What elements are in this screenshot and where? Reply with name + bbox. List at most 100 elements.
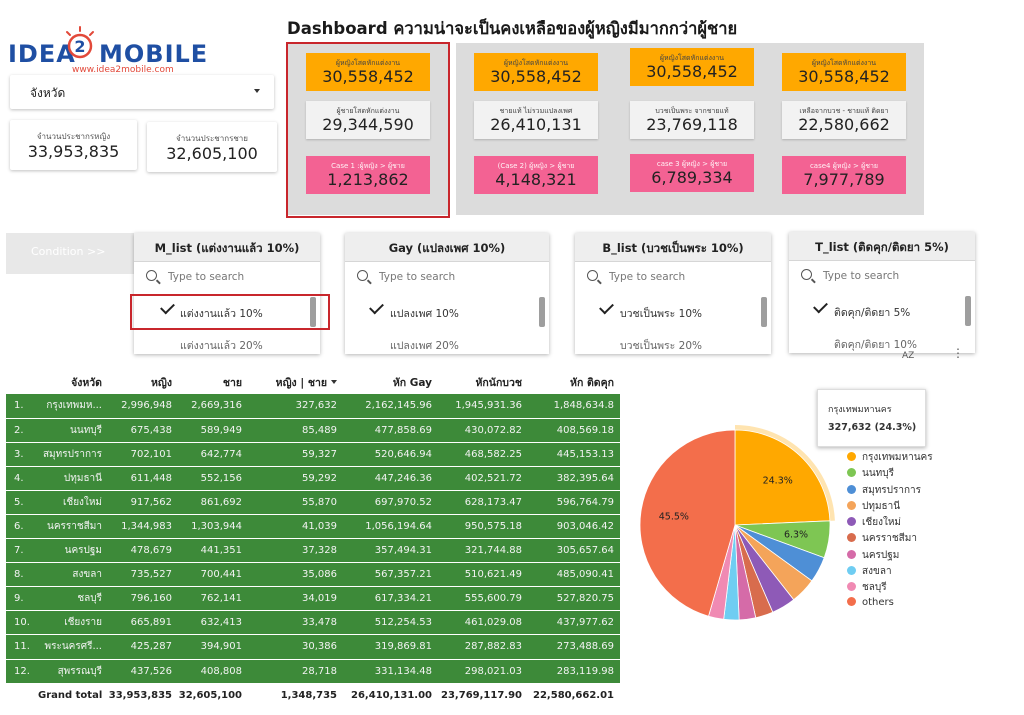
legend-item[interactable]: ปทุมธานี bbox=[847, 499, 933, 515]
table-row[interactable]: 11. พระนครศรี... 425,287 394,901 30,386 319,8… bbox=[6, 634, 620, 660]
table-cell: 478,679 bbox=[108, 538, 178, 564]
filter-option-selected[interactable]: บวชเป็นพระ 10% bbox=[620, 308, 702, 320]
table-row[interactable]: 2. นนทบุรี 675,438 589,949 85,489 477,858.69 4… bbox=[6, 418, 620, 443]
header-difference[interactable]: หญิง | ชาย bbox=[248, 370, 343, 394]
card-caption: ผู้หญิงโสดหักแต่งงาน bbox=[503, 59, 569, 67]
filter-search-input[interactable]: Type to search bbox=[587, 270, 685, 283]
filter-scrollbar[interactable] bbox=[761, 297, 767, 327]
table-row[interactable]: 6. นครราชสีมา 1,344,983 1,303,944 41,039 1,05… bbox=[6, 514, 620, 540]
filter-option[interactable]: แต่งงานแล้ว 20% bbox=[180, 340, 263, 352]
table-cell: 589,949 bbox=[178, 418, 248, 443]
legend-item[interactable]: กรุงเทพมหานคร bbox=[847, 450, 933, 466]
grand-total-cell: 1,348,735 bbox=[248, 683, 343, 708]
filter-option[interactable]: แปลงเพศ 20% bbox=[390, 340, 459, 352]
legend-item[interactable]: ชลบุรี bbox=[847, 580, 933, 596]
table-cell: ชลบุรี bbox=[38, 586, 108, 612]
case-2-male-card: ชายแท้ ไม่รวมแปลงเพศ 26,410,131 bbox=[474, 101, 598, 139]
header-male[interactable]: ชาย bbox=[178, 370, 248, 394]
logo-digit: 2 bbox=[74, 37, 85, 56]
header-province[interactable]: จังหวัด bbox=[38, 370, 108, 394]
filter-scrollbar[interactable] bbox=[310, 297, 316, 327]
table-cell: 394,901 bbox=[178, 634, 248, 660]
table-row[interactable]: 5. เชียงใหม่ 917,562 861,692 55,870 697,970.5… bbox=[6, 490, 620, 515]
table-cell: เชียงใหม่ bbox=[38, 490, 108, 515]
more-options-icon[interactable]: ⋮ bbox=[952, 346, 964, 360]
table-row[interactable]: 1. กรุงเทพมห... 2,996,948 2,669,316 327,632 2… bbox=[6, 394, 620, 419]
table-cell: 665,891 bbox=[108, 610, 178, 636]
filter-search-input[interactable]: Type to search bbox=[801, 269, 899, 282]
header-minus-monk[interactable]: หักนักบวช bbox=[438, 370, 528, 394]
table-row[interactable]: 10. เชียงราย 665,891 632,413 33,478 512,254.5… bbox=[6, 610, 620, 636]
row-index: 4. bbox=[6, 466, 38, 491]
case-2-panel: ผู้หญิงโสดหักแต่งงาน 30,558,452 ชายแท้ ไ… bbox=[456, 43, 616, 215]
pie-slice[interactable] bbox=[639, 429, 736, 617]
legend-item[interactable]: สงขลา bbox=[847, 564, 933, 580]
table-cell: 917,562 bbox=[108, 490, 178, 515]
case-1-panel: ผู้หญิงโสดหักแต่งงาน 30,558,452 ผู้ชายโส… bbox=[288, 43, 448, 215]
filter-search-input[interactable]: Type to search bbox=[146, 270, 244, 283]
card-value: 30,558,452 bbox=[490, 67, 582, 86]
province-dropdown[interactable]: จังหวัด bbox=[10, 75, 274, 109]
province-pie-chart[interactable]: 24.3% 6.3% 45.5% bbox=[630, 420, 840, 630]
filter-option-selected[interactable]: ติดคุก/ติดยา 5% bbox=[834, 307, 911, 319]
table-cell: 33,478 bbox=[248, 610, 343, 636]
legend-item[interactable]: นครราชสีมา bbox=[847, 531, 933, 547]
table-cell: 30,386 bbox=[248, 634, 343, 660]
filter-scrollbar[interactable] bbox=[539, 297, 545, 327]
card-caption: (Case 2) ผู้หญิง > ผู้ชาย bbox=[497, 162, 575, 170]
case-4-diff-card: case4 ผู้หญิง > ผู้ชาย 7,977,789 bbox=[782, 156, 906, 194]
table-cell: 1,344,983 bbox=[108, 514, 178, 540]
table-cell: 445,153.13 bbox=[528, 442, 620, 467]
table-row[interactable]: 4. ปทุมธานี 611,448 552,156 59,292 447,246.36… bbox=[6, 466, 620, 491]
row-index: 3. bbox=[6, 442, 38, 467]
table-cell: เชียงราย bbox=[38, 610, 108, 636]
table-row[interactable]: 12. สุพรรณบุรี 437,526 408,808 28,718 331,134… bbox=[6, 659, 620, 684]
table-row[interactable]: 7. นครปฐม 478,679 441,351 37,328 357,494.31 32… bbox=[6, 538, 620, 564]
header-minus-gay[interactable]: หัก Gay bbox=[343, 370, 438, 394]
legend-item[interactable]: สมุทรปราการ bbox=[847, 483, 933, 499]
table-cell: 319,869.81 bbox=[343, 634, 438, 660]
legend-swatch bbox=[847, 533, 856, 543]
filter-option-selected[interactable]: แปลงเพศ 10% bbox=[390, 308, 459, 320]
card-caption: บวชเป็นพระ จากชายแท้ bbox=[655, 107, 729, 115]
table-cell: 512,254.53 bbox=[343, 610, 438, 636]
grand-total-cell: 33,953,835 bbox=[108, 683, 178, 708]
condition-strip: Condition >> bbox=[6, 233, 134, 274]
table-cell: 437,526 bbox=[108, 659, 178, 684]
m-list-filter[interactable]: M_list (แต่งงานแล้ว 10%) Type to search … bbox=[134, 233, 320, 354]
legend-item[interactable]: เชียงใหม่ bbox=[847, 515, 933, 531]
t-list-filter[interactable]: T_list (ติดคุก/ติดยา 5%) Type to search … bbox=[789, 232, 975, 353]
card-caption: ผู้ชายโสดหักแต่งงาน bbox=[336, 107, 400, 115]
filter-scrollbar[interactable] bbox=[965, 296, 971, 326]
logo-text-right: MOBILE bbox=[99, 40, 209, 68]
table-row[interactable]: 9. ชลบุรี 796,160 762,141 34,019 617,334.21 55… bbox=[6, 586, 620, 612]
filter-option[interactable]: ติดคุก/ติดยา 10% bbox=[834, 339, 917, 351]
card-value: 26,410,131 bbox=[490, 115, 582, 134]
b-list-filter[interactable]: B_list (บวชเป็นพระ 10%) Type to search บ… bbox=[575, 233, 771, 354]
card-caption: case 3 ผู้หญิง > ผู้ชาย bbox=[656, 160, 728, 168]
header-minus-jail[interactable]: หัก ติดคุก bbox=[528, 370, 620, 394]
legend-item[interactable]: นครปฐม bbox=[847, 548, 933, 564]
table-row[interactable]: 3. สมุทรปราการ 702,101 642,774 59,327 520,646… bbox=[6, 442, 620, 467]
header-female[interactable]: หญิง bbox=[108, 370, 178, 394]
table-cell: 903,046.42 bbox=[528, 514, 620, 540]
filter-option-selected[interactable]: แต่งงานแล้ว 10% bbox=[180, 308, 263, 320]
case-4-female-card: ผู้หญิงโสดหักแต่งงาน 30,558,452 bbox=[782, 53, 906, 91]
case-1-diff-card: Case 1 :ผู้หญิง > ผู้ชาย 1,213,862 bbox=[306, 156, 430, 194]
case-1-highlight-frame bbox=[286, 42, 450, 218]
filter-option[interactable]: บวชเป็นพระ 20% bbox=[620, 340, 702, 352]
table-cell: ปทุมธานี bbox=[38, 466, 108, 491]
pie-slice[interactable] bbox=[734, 429, 831, 526]
table-row[interactable]: 8. สงขลา 735,527 700,441 35,086 567,357.21 510… bbox=[6, 562, 620, 588]
table-cell: 273,488.69 bbox=[528, 634, 620, 660]
legend-item[interactable]: นนทบุรี bbox=[847, 466, 933, 482]
table-cell: 408,569.18 bbox=[528, 418, 620, 443]
legend-item[interactable]: others bbox=[847, 596, 933, 613]
filter-search-input[interactable]: Type to search bbox=[357, 270, 455, 283]
gay-filter[interactable]: Gay (แปลงเพศ 10%) Type to search แปลงเพศ… bbox=[345, 233, 549, 354]
legend-label: ชลบุรี bbox=[862, 582, 887, 594]
sort-az-icon[interactable]: AZ bbox=[902, 351, 915, 361]
card-value: 30,558,452 bbox=[322, 67, 414, 86]
logo-url: www.idea2mobile.com bbox=[72, 65, 174, 75]
legend-swatch bbox=[847, 566, 856, 576]
